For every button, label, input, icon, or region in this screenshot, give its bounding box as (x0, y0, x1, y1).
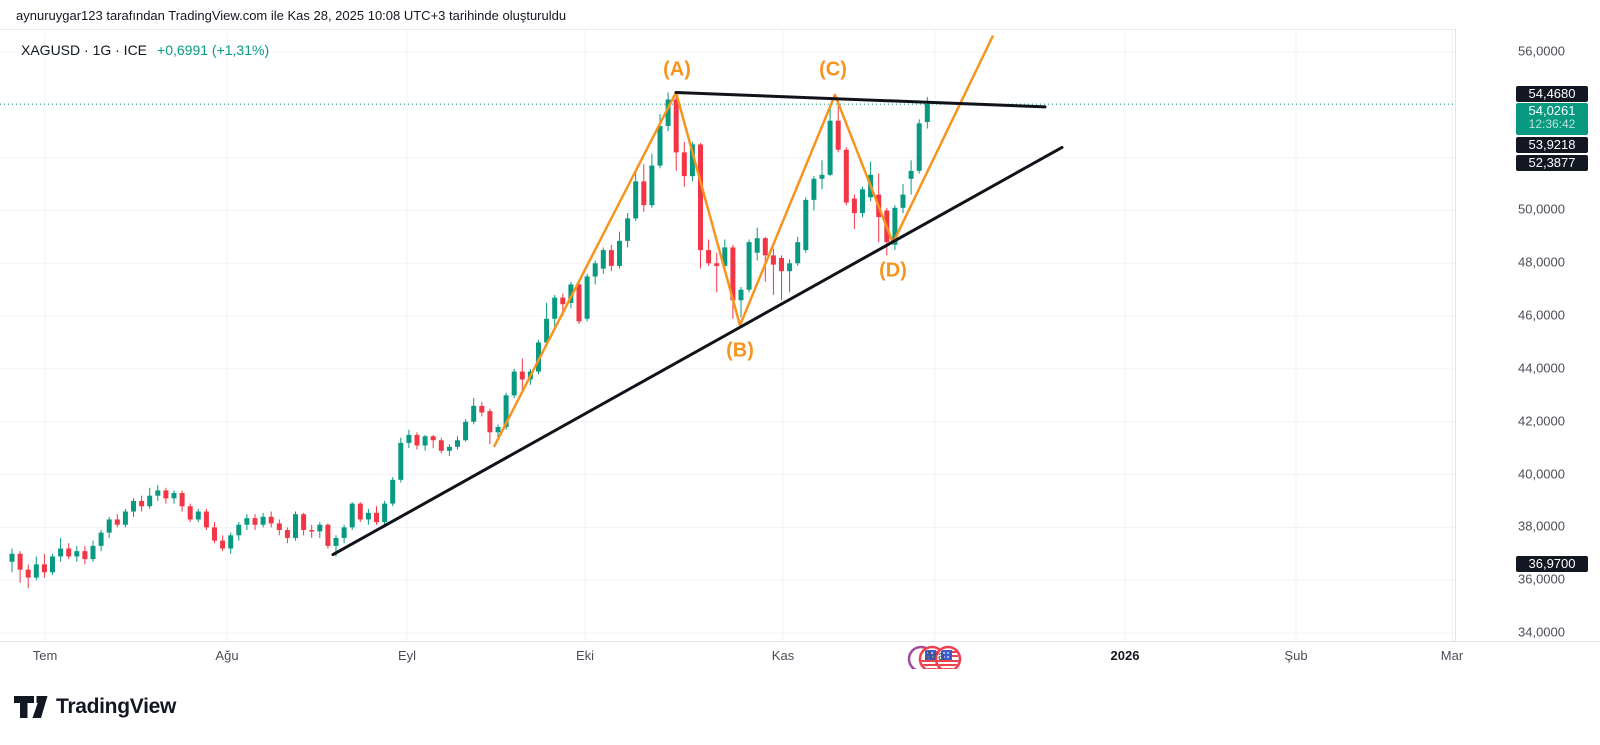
price-tick-46: 46,0000 (1518, 307, 1565, 323)
last-price-badge: 54,0261 12:36:42 (1516, 103, 1588, 135)
wave-label-a[interactable]: (A) (663, 58, 691, 81)
time-tick-Mar: Mar (1440, 648, 1464, 663)
price-level-badge: 36,9700 (1516, 556, 1588, 572)
time-tick-Ağu: Ağu (215, 648, 239, 663)
abcd-pattern-drawing[interactable] (492, 35, 995, 448)
time-tick-Şub: Şub (1284, 648, 1308, 663)
price-tick-50: 50,0000 (1518, 201, 1565, 217)
tradingview-brand-text: TradingView (56, 695, 177, 718)
wave-label-b[interactable]: (B) (726, 339, 754, 362)
time-tick-Eki: Eki (575, 648, 595, 663)
price-level-badge: 54,4680 (1516, 86, 1588, 102)
price-tick-36: 36,0000 (1518, 571, 1565, 587)
symbol-change: +0,6991 (+1,31%) (157, 42, 270, 58)
candlestick-chart (0, 30, 1455, 642)
wave-label-c[interactable]: (C) (819, 58, 847, 81)
grid-lines (0, 30, 1455, 642)
price-tick-42: 42,0000 (1518, 413, 1565, 429)
time-tick-Tem: Tem (32, 648, 58, 663)
price-level-badge: 52,3877 (1516, 155, 1588, 171)
price-tick-40: 40,0000 (1518, 466, 1565, 482)
attribution-text: aynuruygar123 tarafından TradingView.com… (16, 8, 567, 23)
time-tick-2026: 2026 (1110, 648, 1140, 663)
price-tick-38: 38,0000 (1518, 518, 1565, 534)
symbol-legend[interactable]: XAGUSD · 1G · ICE +0,6991 (+1,31%) (21, 42, 269, 58)
wave-label-d[interactable]: (D) (879, 259, 907, 282)
price-axis[interactable]: 56,0000 50,0000 48,0000 46,0000 44,0000 42,00… (1455, 29, 1600, 641)
tradingview-logo-icon (14, 696, 48, 718)
price-tick-34: 34,0000 (1518, 624, 1565, 640)
time-tick-Ara: Ara (924, 648, 946, 663)
price-level-badge: 53,9218 (1516, 137, 1588, 153)
price-tick-44: 44,0000 (1518, 360, 1565, 376)
lower-support-line[interactable] (331, 145, 1064, 557)
ice-exchange-logo (907, 645, 962, 673)
bar-countdown: 12:36:42 (1528, 117, 1576, 131)
price-tick-56: 56,0000 (1518, 43, 1565, 59)
price-tick-48: 48,0000 (1518, 254, 1565, 270)
time-tick-Kas: Kas (771, 648, 795, 663)
chart-pane[interactable]: XAGUSD · 1G · ICE +0,6991 (+1,31%) (A) (B… (0, 29, 1455, 673)
time-tick-Eyl: Eyl (397, 648, 417, 663)
upper-resistance-line[interactable] (674, 90, 1047, 109)
symbol-title[interactable]: XAGUSD · 1G · ICE (21, 42, 148, 58)
time-axis[interactable]: Tem Ağu Eyl Eki Kas Ara 2026 Şub Mar (0, 641, 1600, 670)
footer: TradingView (0, 669, 1600, 745)
candlestick-series (9, 92, 930, 589)
tradingview-logo-link[interactable]: TradingView (14, 695, 176, 719)
